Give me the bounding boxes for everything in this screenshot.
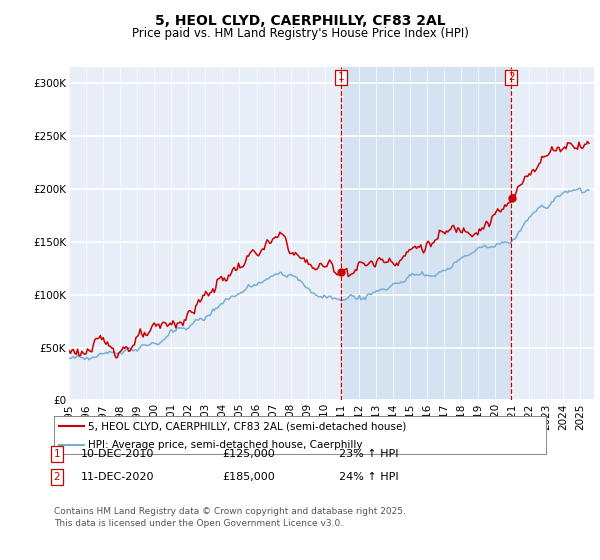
Text: 2: 2 (53, 472, 61, 482)
Text: HPI: Average price, semi-detached house, Caerphilly: HPI: Average price, semi-detached house,… (88, 440, 363, 450)
Text: Price paid vs. HM Land Registry's House Price Index (HPI): Price paid vs. HM Land Registry's House … (131, 27, 469, 40)
Text: 1: 1 (53, 449, 61, 459)
Text: Contains HM Land Registry data © Crown copyright and database right 2025.
This d: Contains HM Land Registry data © Crown c… (54, 507, 406, 528)
Text: 24% ↑ HPI: 24% ↑ HPI (339, 472, 398, 482)
Text: £125,000: £125,000 (222, 449, 275, 459)
Text: £185,000: £185,000 (222, 472, 275, 482)
Text: 2: 2 (508, 72, 515, 82)
Text: 11-DEC-2020: 11-DEC-2020 (81, 472, 155, 482)
Text: 10-DEC-2010: 10-DEC-2010 (81, 449, 154, 459)
Text: 1: 1 (337, 72, 344, 82)
Text: 5, HEOL CLYD, CAERPHILLY, CF83 2AL (semi-detached house): 5, HEOL CLYD, CAERPHILLY, CF83 2AL (semi… (88, 421, 407, 431)
Bar (341, 67, 511, 400)
Text: 5, HEOL CLYD, CAERPHILLY, CF83 2AL: 5, HEOL CLYD, CAERPHILLY, CF83 2AL (155, 14, 445, 28)
Text: 23% ↑ HPI: 23% ↑ HPI (339, 449, 398, 459)
